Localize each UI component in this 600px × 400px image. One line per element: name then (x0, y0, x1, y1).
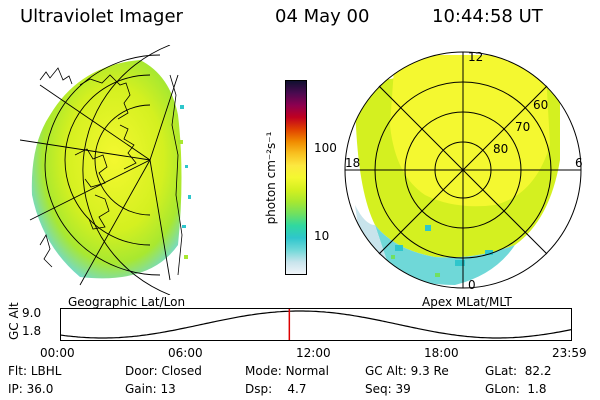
instrument-title: Ultraviolet Imager (20, 6, 183, 27)
gc-alt-axis-label: GC Alt (7, 302, 21, 340)
door-field: Door: Closed (125, 364, 202, 378)
date-label: 04 May 00 (275, 6, 370, 27)
gc-alt-field: GC Alt: 9.3 Re (365, 364, 449, 378)
gc-alt-tick-1-8: 1.8 (22, 324, 42, 338)
geographic-caption: Geographic Lat/Lon (68, 295, 186, 309)
mlt-label-12: 12 (468, 50, 483, 64)
polar-grid (344, 51, 582, 289)
geographic-image (20, 45, 191, 295)
aurora-oval-geographic (31, 60, 182, 279)
polar-mlat-mlt-plot: 12 18 6 0 60 70 80 (344, 50, 583, 292)
gc-alt-curve (60, 310, 572, 339)
geo-grid (20, 45, 179, 295)
flt-field: Flt: LBHL (8, 364, 62, 378)
mode-field: Mode: Normal (245, 364, 329, 378)
colorbar-unit-label: photon cm⁻²s⁻¹ (264, 131, 278, 225)
gc-alt-plot (60, 308, 572, 341)
mlt-label-0: 0 (468, 278, 476, 292)
mlat-label-70: 70 (515, 120, 530, 134)
time-tick-0600: 06:00 (168, 346, 203, 360)
mlat-label-60: 60 (533, 98, 548, 112)
time-tick-1200: 12:00 (296, 346, 331, 360)
time-label: 10:44:58 UT (432, 6, 543, 27)
colorbar-tick-10: 10 (314, 229, 330, 243)
time-tick-1800: 18:00 (424, 346, 459, 360)
mlt-label-6: 6 (575, 156, 583, 170)
dsp-field: Dsp: 4.7 (245, 382, 307, 396)
glon-field: GLon: 1.8 (485, 382, 547, 396)
mlt-label-18: 18 (345, 156, 360, 170)
gain-field: Gain: 13 (125, 382, 176, 396)
colorbar (285, 80, 307, 275)
seq-field: Seq: 39 (365, 382, 411, 396)
ip-field: IP: 36.0 (8, 382, 54, 396)
colorbar-tick-100: 100 (314, 141, 337, 155)
time-tick-0000: 00:00 (40, 346, 75, 360)
gc-alt-tick-9: 9.0 (22, 306, 42, 320)
time-tick-2359: 23:59 (552, 346, 587, 360)
mlat-label-80: 80 (493, 142, 508, 156)
colorbar-gradient (285, 80, 307, 275)
apex-caption: Apex MLat/MLT (422, 295, 512, 309)
coastline (39, 67, 183, 276)
glat-field: GLat: 82.2 (485, 364, 552, 378)
